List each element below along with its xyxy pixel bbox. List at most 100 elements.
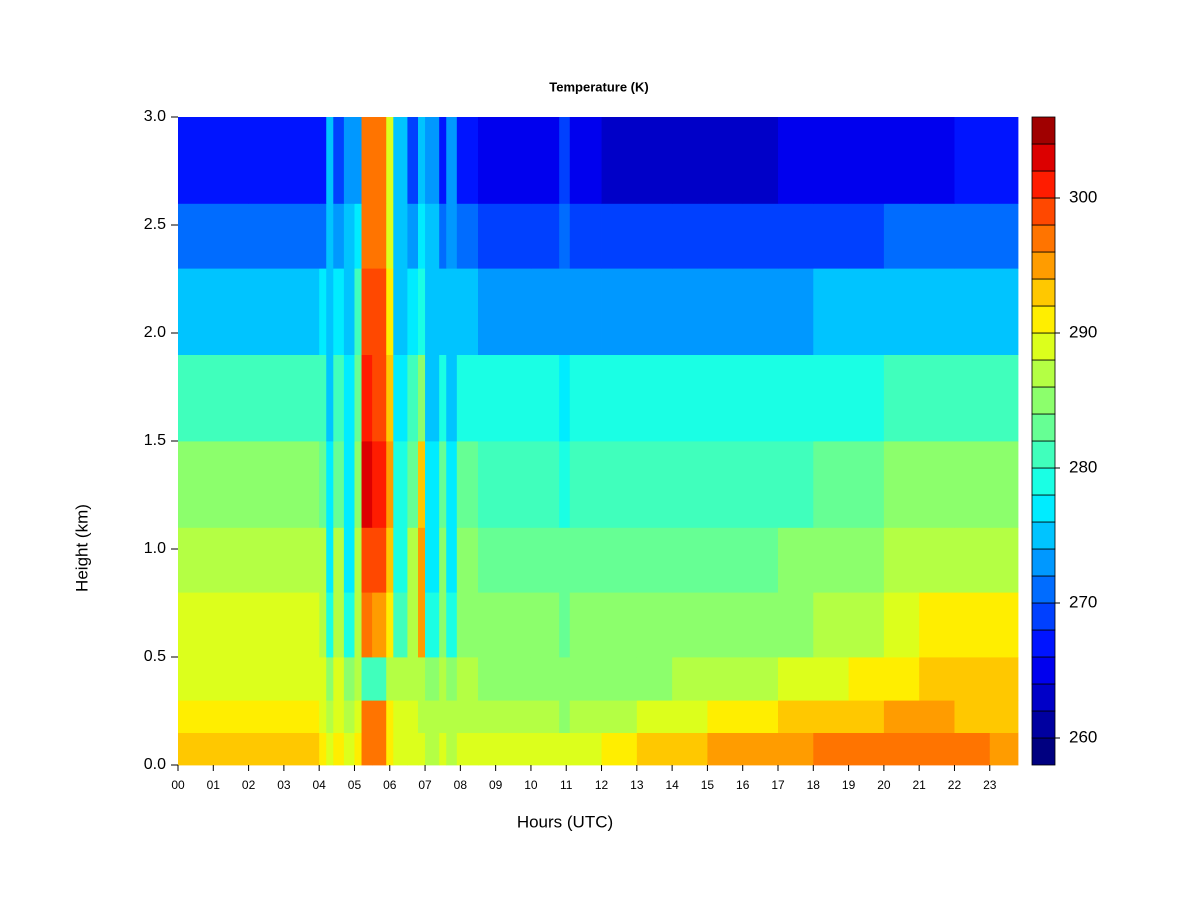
heat-cell <box>319 268 327 355</box>
heat-cell <box>333 700 345 733</box>
x-tick-label: 08 <box>454 778 468 792</box>
heat-cell <box>569 354 602 442</box>
x-tick-label: 18 <box>807 778 821 792</box>
heat-cell <box>446 117 458 204</box>
heat-cell <box>559 657 571 701</box>
heat-cell <box>478 441 532 528</box>
colorbar-band <box>1031 737 1056 766</box>
heat-cell <box>530 592 560 658</box>
heat-cell <box>601 354 638 442</box>
heat-cell <box>439 657 447 701</box>
heat-cell <box>530 117 560 204</box>
heat-cell <box>954 203 991 269</box>
heat-cell <box>742 354 779 442</box>
heat-cell <box>883 203 920 269</box>
heat-cell <box>456 592 479 658</box>
heat-cell <box>778 592 814 658</box>
heat-cell <box>636 441 673 528</box>
heat-cell <box>569 592 602 658</box>
heat-cell <box>456 354 479 442</box>
heat-cell <box>418 527 426 593</box>
heat-cell <box>478 354 532 442</box>
y-tick-label: 3.0 <box>144 108 166 125</box>
colorbar-band <box>1031 521 1056 550</box>
heat-cell <box>326 527 334 593</box>
heat-cell <box>742 527 779 593</box>
heat-cell <box>456 700 479 733</box>
heat-cell <box>425 354 440 442</box>
heat-cell <box>601 732 638 766</box>
x-tick-label: 04 <box>312 778 326 792</box>
colorbar-band <box>1031 494 1056 523</box>
heat-cell <box>530 527 560 593</box>
heat-cell <box>919 527 955 593</box>
heat-cell <box>707 527 744 593</box>
heat-cell <box>425 732 440 766</box>
heat-cell <box>883 117 920 204</box>
heat-cell <box>248 203 320 269</box>
heat-cell <box>248 732 320 766</box>
heat-cell <box>813 117 849 204</box>
heat-cell <box>601 700 638 733</box>
heat-cell <box>326 354 334 442</box>
heat-cell <box>319 592 327 658</box>
heat-cell <box>372 441 387 528</box>
heat-cell <box>178 203 249 269</box>
heat-cell <box>813 592 849 658</box>
heat-cell <box>742 203 779 269</box>
heat-cell <box>883 268 920 355</box>
heat-cell <box>446 732 458 766</box>
heat-cell <box>559 117 571 204</box>
heat-cell <box>919 117 955 204</box>
heat-cell <box>393 700 408 733</box>
heat-cell <box>333 354 345 442</box>
heat-cell <box>848 527 885 593</box>
colorbar-band <box>1031 332 1056 361</box>
heat-cell <box>883 354 920 442</box>
heat-cell <box>354 117 362 204</box>
heat-cell <box>393 592 408 658</box>
chart-title: Temperature (K) <box>549 79 648 94</box>
heat-cell <box>848 657 885 701</box>
heat-cell <box>989 657 1019 701</box>
heat-cell <box>418 203 426 269</box>
x-tick-label: 11 <box>560 778 573 792</box>
heat-cell <box>439 732 447 766</box>
heat-cell <box>248 700 320 733</box>
heat-cell <box>343 441 355 528</box>
colorbar-band <box>1031 440 1056 469</box>
heat-cell <box>954 268 991 355</box>
heat-cell <box>178 117 249 204</box>
heat-cell <box>559 592 571 658</box>
heat-cell <box>636 268 673 355</box>
heat-cell <box>569 527 602 593</box>
heat-cell <box>361 203 373 269</box>
heatmap <box>178 117 1019 766</box>
x-tick-label: 17 <box>771 778 785 792</box>
heat-cell <box>778 268 814 355</box>
heat-cell <box>361 527 373 593</box>
heat-cell <box>989 700 1019 733</box>
heat-cell <box>393 732 408 766</box>
heat-cell <box>530 700 560 733</box>
heat-cell <box>354 657 362 701</box>
heat-cell <box>407 268 419 355</box>
heat-cell <box>883 592 920 658</box>
heat-cell <box>372 657 387 701</box>
heat-cell <box>778 657 814 701</box>
heat-cell <box>559 732 571 766</box>
x-tick-label: 09 <box>489 778 503 792</box>
heat-cell <box>326 657 334 701</box>
heat-cell <box>778 527 814 593</box>
x-tick-label: 23 <box>983 778 997 792</box>
heat-cell <box>326 268 334 355</box>
y-axis-label: Height (km) <box>72 504 91 592</box>
heat-cell <box>425 700 440 733</box>
heat-cell <box>333 203 345 269</box>
heat-cell <box>354 441 362 528</box>
heat-cell <box>530 732 560 766</box>
heat-cell <box>848 203 885 269</box>
heat-cell <box>178 527 249 593</box>
heat-cell <box>672 657 708 701</box>
heat-cell <box>989 732 1019 766</box>
